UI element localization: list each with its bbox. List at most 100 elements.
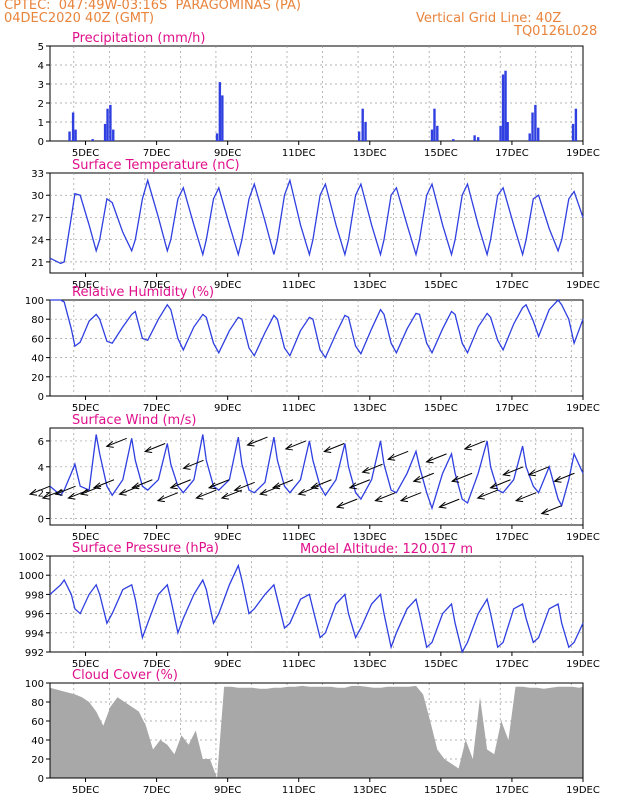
y-tick-label: 4 [38, 463, 44, 474]
wind-arrow [221, 489, 243, 499]
precip-bar [109, 104, 112, 141]
wind-arrow-head [41, 492, 50, 500]
wind-arrow-head [79, 488, 89, 496]
wind-arrow-head [335, 501, 345, 509]
wind-arrow-head [131, 482, 140, 490]
y-tick-label: 60 [31, 717, 44, 728]
precip-bar [103, 123, 107, 141]
precip-bar [476, 137, 480, 141]
y-tick-label: 998 [25, 590, 44, 601]
wind-arrow [93, 479, 115, 489]
x-tick-label: 11DEC [282, 785, 316, 796]
y-tick-label: 4 [38, 61, 44, 72]
x-tick-label: 15DEC [424, 403, 458, 414]
x-tick-label: 11DEC [282, 148, 316, 159]
y-tick-label: 60 [31, 334, 44, 345]
precip-bar [221, 95, 224, 141]
y-tick-label: 2 [38, 99, 44, 110]
x-tick-label: 17DEC [495, 659, 529, 670]
wind-arrow-head [438, 501, 447, 509]
wind-arrow [55, 485, 76, 495]
y-tick-label: 996 [25, 610, 44, 621]
x-tick-label: 7DEC [143, 148, 170, 159]
x-tick-label: 9DEC [214, 148, 241, 159]
model-code: TQ0126L028 [514, 24, 598, 39]
panel-frame [49, 45, 584, 142]
wind-arrow [272, 479, 294, 489]
wind-arrow-head [195, 492, 204, 500]
wind-arrow-head [502, 469, 511, 477]
y-tick-label: 20 [31, 755, 44, 766]
y-tick-label: 40 [31, 354, 44, 365]
precip-bar [91, 139, 94, 141]
y-tick-label: 0 [38, 515, 44, 526]
series-line [50, 298, 584, 359]
wind-arrow [541, 505, 562, 515]
wind-arrow [400, 492, 422, 502]
wind-arrow-head [476, 492, 485, 500]
panel-frame [49, 427, 584, 526]
precip-bar [361, 108, 364, 141]
wind-arrow [490, 479, 511, 489]
x-tick-label: 17DEC [495, 280, 529, 291]
wind-arrow-head [182, 462, 191, 470]
y-tick-label: 0 [38, 392, 44, 403]
y-tick-label: 27 [31, 213, 44, 224]
precip-bar [357, 131, 361, 141]
wind-arrow-head [246, 439, 255, 447]
wind-arrow [247, 436, 268, 446]
wind-arrow-head [118, 488, 127, 496]
wind-arrow-head [67, 492, 76, 500]
wind-arrow [349, 479, 370, 489]
wind-arrow [260, 485, 281, 495]
y-tick-label: 80 [31, 315, 44, 326]
wind-arrow-head [450, 475, 460, 483]
y-tick-label: 30 [31, 191, 44, 202]
wind-arrow-head [156, 495, 165, 503]
precip-bar [215, 133, 219, 141]
x-tick-label: 9DEC [214, 785, 241, 796]
x-tick-label: 15DEC [424, 148, 458, 159]
wind-arrow-head [220, 492, 229, 500]
wind-arrow-head [374, 495, 383, 503]
x-tick-label: 13DEC [353, 148, 387, 159]
precip-bar [506, 122, 509, 141]
wind-arrow [503, 466, 524, 476]
wind-arrow-head [284, 443, 293, 451]
x-tick-label: 5DEC [72, 532, 99, 543]
precip-bar [106, 108, 109, 141]
y-tick-label: 1002 [19, 552, 44, 563]
panel-title: Cloud Cover (%) [72, 668, 178, 683]
grid-note: Vertical Grid Line: 40Z [416, 11, 562, 26]
wind-arrow [196, 489, 217, 499]
y-tick-label: 2 [38, 489, 44, 500]
x-tick-label: 9DEC [214, 659, 241, 670]
station-header: CPTEC: 047:49W-03:16S PARAGOMINAS (PA) [4, 0, 302, 13]
precip-bar [574, 108, 578, 141]
y-tick-label: 1000 [19, 571, 44, 582]
x-tick-label: 11DEC [282, 532, 316, 543]
wind-arrow-head [514, 495, 524, 503]
precip-bar [430, 129, 434, 141]
y-tick-label: 3 [38, 80, 44, 91]
wind-arrow-head [259, 488, 268, 496]
wind-arrow [477, 489, 498, 499]
y-tick-label: 40 [31, 736, 44, 747]
y-tick-label: 100 [25, 296, 44, 307]
precip-bar [537, 127, 540, 141]
wind-arrow [324, 443, 345, 452]
panel-title: Relative Humidity (%) [72, 285, 214, 300]
y-tick-label: 21 [31, 258, 44, 269]
x-tick-label: 15DEC [424, 785, 458, 796]
x-tick-label: 17DEC [495, 403, 529, 414]
x-tick-label: 17DEC [495, 532, 529, 543]
wind-arrow [387, 450, 409, 460]
x-tick-label: 15DEC [424, 280, 458, 291]
wind-arrow-head [207, 482, 217, 490]
wind-arrow [311, 479, 332, 489]
wind-arrow-head [28, 488, 38, 496]
precip-bar [452, 139, 455, 141]
x-tick-label: 9DEC [214, 403, 241, 414]
precip-bar [571, 123, 575, 141]
precip-bar [364, 122, 367, 141]
